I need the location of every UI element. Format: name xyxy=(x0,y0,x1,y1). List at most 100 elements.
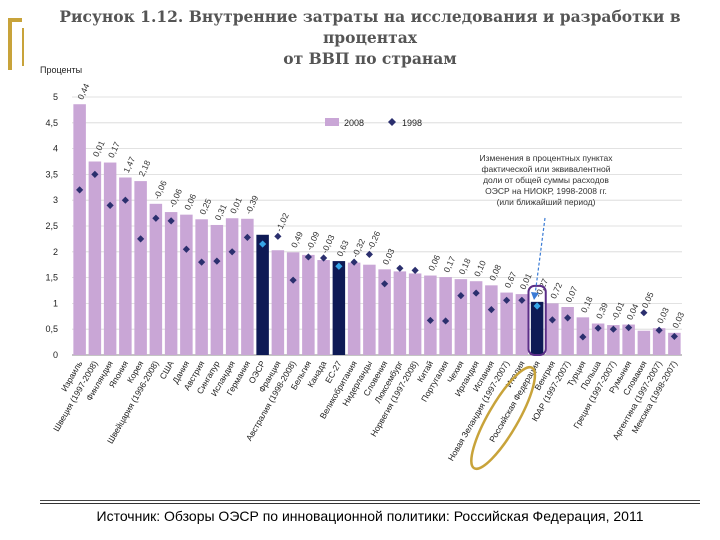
annotation-line: фактической или эквивалентной xyxy=(482,164,611,174)
bar xyxy=(591,323,605,355)
marker-1998 xyxy=(503,296,511,304)
bar-value-label: 0,10 xyxy=(472,259,488,278)
bar xyxy=(668,332,681,355)
bar-value-label: 0,01 xyxy=(518,271,534,290)
y-tick-label: 5 xyxy=(53,92,58,102)
annotation-arrowhead xyxy=(531,292,539,300)
marker-1998 xyxy=(198,258,206,266)
source-divider xyxy=(40,500,700,501)
bar-value-label: 0,03 xyxy=(380,247,396,266)
highlight-ellipse xyxy=(470,365,537,471)
bar-value-label: 0,25 xyxy=(197,197,213,216)
bar xyxy=(393,271,407,355)
marker-1998 xyxy=(579,333,587,341)
source-note: Источник: Обзоры ОЭСР по инновационной п… xyxy=(40,503,700,524)
bar-value-label: -0,06 xyxy=(167,187,184,209)
bar-value-label: 0,08 xyxy=(487,263,503,282)
marker-1998 xyxy=(518,296,526,304)
bar-value-label: -0,06 xyxy=(152,179,169,201)
y-tick-label: 0,5 xyxy=(45,324,58,334)
bar-value-label: 0,06 xyxy=(182,192,198,211)
bar xyxy=(424,275,437,355)
marker-1998 xyxy=(411,266,419,274)
marker-1998 xyxy=(381,280,389,288)
legend-label-2008: 2008 xyxy=(344,118,364,128)
marker-1998 xyxy=(472,289,480,297)
bar xyxy=(454,279,468,355)
bar-value-label: -1,02 xyxy=(274,211,291,233)
marker-1998 xyxy=(289,276,297,284)
y-tick-label: 1,5 xyxy=(45,273,58,283)
marker-1998 xyxy=(594,324,602,332)
marker-1998 xyxy=(320,254,328,262)
y-tick-label: 2 xyxy=(53,247,58,257)
bar xyxy=(134,181,147,355)
bar-value-label: 0,03 xyxy=(670,310,686,329)
bar-value-label: -0,39 xyxy=(243,194,260,216)
bar-value-label: 0,63 xyxy=(335,238,351,257)
marker-1998 xyxy=(137,235,145,243)
decorative-bracket xyxy=(8,18,22,70)
bar xyxy=(149,203,163,355)
marker-1998 xyxy=(625,324,633,332)
bar-value-label: 1,47 xyxy=(121,155,137,174)
marker-1998 xyxy=(365,250,373,258)
marker-1998 xyxy=(442,317,450,325)
bar xyxy=(286,252,300,355)
marker-1998 xyxy=(426,316,434,325)
bar-value-label: 0,18 xyxy=(457,257,473,276)
bar xyxy=(530,301,544,355)
bar xyxy=(561,307,574,355)
bar xyxy=(439,277,452,355)
bar xyxy=(256,234,269,355)
marker-1998 xyxy=(121,196,129,204)
marker-1998 xyxy=(457,292,465,300)
bar xyxy=(363,264,376,355)
bar xyxy=(88,161,102,355)
marker-1998 xyxy=(76,186,84,194)
title-line-2: от ВВП по странам xyxy=(283,49,457,68)
y-tick-label: 4,5 xyxy=(45,118,58,128)
marker-1998 xyxy=(350,258,358,266)
marker-1998 xyxy=(274,232,282,240)
bar-value-label: 0,17 xyxy=(441,254,457,273)
chart-title: Рисунок 1.12. Внутренние затраты на иссл… xyxy=(40,6,700,69)
title-line-1: Рисунок 1.12. Внутренние затраты на иссл… xyxy=(59,7,681,47)
bar xyxy=(271,250,285,355)
legend-label-1998: 1998 xyxy=(402,118,422,128)
bar-value-label: -0,09 xyxy=(304,230,321,252)
bar xyxy=(408,273,422,355)
bar xyxy=(210,224,224,355)
bar xyxy=(317,260,330,355)
bar xyxy=(164,212,178,355)
marker-1998 xyxy=(548,316,556,324)
marker-1998 xyxy=(670,332,678,341)
marker-1998 xyxy=(609,325,617,333)
bar-value-label: 0,03 xyxy=(655,306,671,325)
bar xyxy=(347,262,361,355)
marker-1998 xyxy=(564,314,572,322)
marker-1998 xyxy=(640,309,648,317)
bar-value-label: 0,04 xyxy=(624,302,640,321)
annotation-line: Изменения в процентных пунктах xyxy=(480,153,614,163)
bar-value-label: 0,39 xyxy=(594,301,610,320)
y-tick-label: 2,5 xyxy=(45,221,58,231)
bar-value-label: 0,17 xyxy=(106,140,122,159)
bar-value-label: 0,06 xyxy=(426,253,442,272)
bar xyxy=(637,330,651,355)
bar-value-label: 0,72 xyxy=(548,281,564,300)
bar xyxy=(180,214,193,355)
y-tick-label: 3,5 xyxy=(45,169,58,179)
highlight-box xyxy=(527,284,547,356)
marker-1998 xyxy=(243,233,251,241)
bar-value-label: 0,44 xyxy=(75,82,91,101)
bar xyxy=(73,104,86,355)
bar xyxy=(225,218,239,355)
bar-value-label: 0,49 xyxy=(289,230,305,249)
annotation-line: доли от общей суммы расходов xyxy=(483,175,609,185)
annotation-line: (или ближайший период) xyxy=(497,197,596,207)
y-axis-label: Проценты xyxy=(40,65,82,75)
bar-value-label: -0,26 xyxy=(365,229,382,251)
